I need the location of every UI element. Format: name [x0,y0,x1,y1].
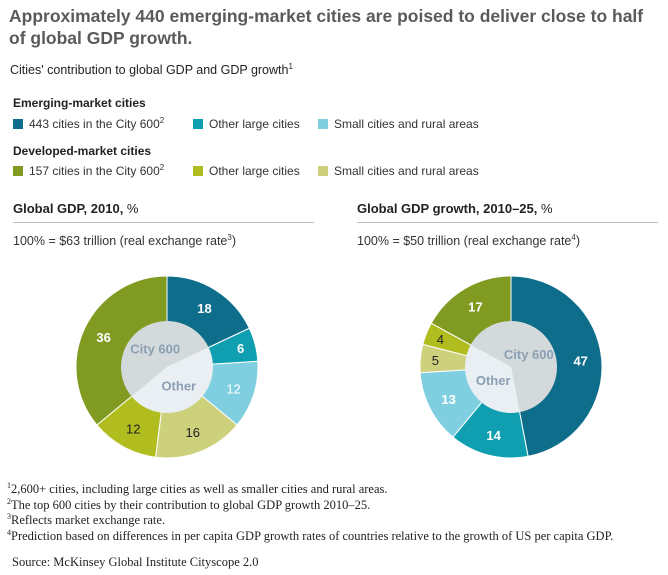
footnote: 4Prediction based on differences in per … [7,527,614,543]
slice-value-label: 12 [126,421,140,436]
legend-swatch [318,166,328,176]
legend-item: Other large cities [193,164,300,178]
slice-value-label: 14 [486,428,501,443]
inner-segment-city-600 [470,321,557,413]
donut-chart-gdp-growth: City 600 Other 47 14 13 5 4 17 [419,275,603,459]
footnote: 2The top 600 cities by their contributio… [7,496,371,512]
slice-value-label: 36 [96,330,110,345]
panel-note-gdp-growth: 100% = $50 trillion (real exchange rate4… [357,232,580,248]
slice-value-label: 4 [437,332,444,347]
footnote: 12,600+ cities, including large cities a… [7,480,388,496]
panel-heading-gdp-2010: Global GDP, 2010, % [13,201,314,223]
footnotes: 12,600+ cities, including large cities a… [7,480,614,544]
legend-heading-developed: Developed-market cities [13,144,152,158]
chart-subtitle: Cities' contribution to global GDP and G… [10,61,293,77]
panel-heading-gdp-growth: Global GDP growth, 2010–25, % [357,201,658,223]
inner-label-city-600: City 600 [130,341,180,356]
inner-segment-other [131,347,213,413]
legend-heading-emerging: Emerging-market cities [13,96,146,110]
slice-value-label: 16 [186,425,200,440]
inner-segment-city-600 [121,321,209,397]
inner-label-other: Other [476,373,511,388]
legend-swatch [13,166,23,176]
legend-item: Small cities and rural areas [318,164,479,178]
slice-value-label: 6 [237,341,244,356]
slice-value-label: 17 [468,300,482,315]
inner-label-other: Other [161,379,196,394]
slice-value-label: 12 [226,382,240,397]
legend-swatch [318,119,328,129]
footnote: 3Reflects market exchange rate. [7,511,166,527]
legend-swatch [193,166,203,176]
slice-value-label: 5 [432,353,439,368]
legend-item: 443 cities in the City 6002 [13,117,164,131]
legend-swatch [13,119,23,129]
legend-item: Small cities and rural areas [318,117,479,131]
panel-note-gdp-2010: 100% = $63 trillion (real exchange rate3… [13,232,236,248]
slice-value-label: 13 [441,392,455,407]
legend-swatch [193,119,203,129]
slice-value-label: 47 [573,353,587,368]
donut-slice [75,275,168,426]
inner-segment-other [465,344,520,413]
source-note: Source: McKinsey Global Institute Citysc… [12,555,259,569]
donut-chart-gdp-2010: City 600 Other 18 6 12 16 12 36 [75,275,259,459]
legend-item: Other large cities [193,117,300,131]
slice-value-label: 18 [197,301,211,316]
inner-label-city-600: City 600 [504,347,554,362]
chart-title: Approximately 440 emerging-market cities… [9,6,644,48]
legend-item: 157 cities in the City 6002 [13,164,164,178]
